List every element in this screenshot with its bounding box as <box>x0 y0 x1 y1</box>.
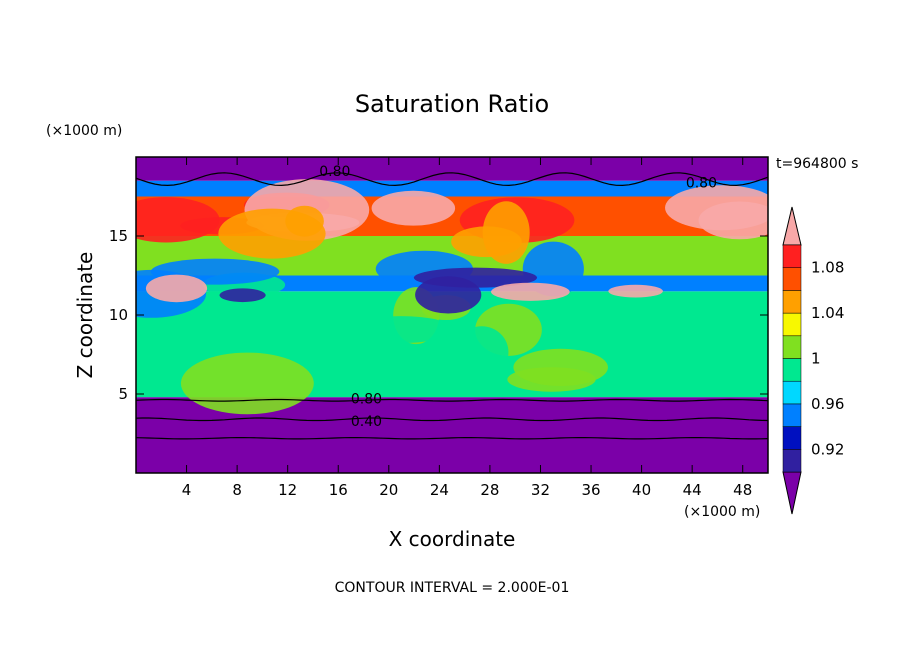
colorbar-label-4: 1.08 <box>811 259 844 277</box>
x-tick-label-3: 16 <box>329 481 348 499</box>
field-patch-7-0 <box>145 274 208 303</box>
time-label: t=964800 s <box>776 156 858 172</box>
colorbar-segment-3 <box>782 380 802 405</box>
contour-label-2: 0.80 <box>351 392 382 408</box>
y-tick-label-1: 10 <box>109 306 128 324</box>
colorbar-segment-1 <box>782 426 802 450</box>
colorbar-segment-5 <box>782 335 802 359</box>
x-tick-label-6: 28 <box>480 481 499 499</box>
contour-label-1: 0.80 <box>686 175 717 191</box>
contour-line-2 <box>136 437 768 440</box>
contour-label-0: 0.80 <box>319 164 350 180</box>
colorbar-segment-7 <box>782 290 802 314</box>
field-patch-2-3 <box>136 197 220 243</box>
field-patch-7-2 <box>491 282 570 301</box>
colorbar-label-2: 1 <box>811 350 821 368</box>
y-axis-label: Z coordinate <box>73 252 97 379</box>
y-axis: 5 10 15 <box>109 227 768 403</box>
x-tick-label-5: 24 <box>430 481 449 499</box>
field-patch-0-4 <box>513 348 608 387</box>
x-axis-label: X coordinate <box>389 527 516 551</box>
field-patch-4-2 <box>285 205 324 237</box>
field-patch-5-3 <box>522 241 584 297</box>
y-tick-label-0: 5 <box>118 385 128 403</box>
colorbar-segment-2 <box>782 403 802 427</box>
field-patch-1-4 <box>335 320 382 380</box>
x-tick-label-8: 36 <box>581 481 600 499</box>
field-patch-0-5 <box>180 352 314 415</box>
plot-area: 0.80 0.80 0.80 0.40 <box>136 157 768 473</box>
x-tick-label-7: 32 <box>531 481 550 499</box>
field-patch-1-3 <box>455 326 509 379</box>
field-patch-6-0 <box>219 288 266 303</box>
y-tick-label-2: 15 <box>109 227 128 245</box>
contour-label-3: 0.40 <box>351 414 382 430</box>
field-patch-4-3 <box>482 201 530 264</box>
x-tick-label-10: 44 <box>683 481 702 499</box>
field-patch-3-1 <box>371 190 456 226</box>
field-region-6 <box>136 180 768 197</box>
x-tick-label-9: 40 <box>632 481 651 499</box>
x-tick-label-2: 12 <box>278 481 297 499</box>
field-patch-6-2 <box>415 276 482 314</box>
colorbar-label-0: 0.92 <box>811 440 844 458</box>
x-axis: 4 8 12 16 20 24 28 32 36 40 44 48 <box>182 157 752 499</box>
field-patch-3-4 <box>665 185 768 231</box>
field-region-1 <box>136 394 768 398</box>
chart-title: Saturation Ratio <box>355 90 549 118</box>
field-region-7 <box>136 157 768 181</box>
contour-interval-footer: CONTOUR INTERVAL = 2.000E-01 <box>335 580 570 596</box>
x-tick-label-0: 4 <box>182 481 192 499</box>
contour-line-3 <box>136 172 768 187</box>
field-patch-1-0 <box>145 329 280 352</box>
x-unit-label: (×1000 m) <box>684 504 760 520</box>
colorbar-segment-4 <box>782 358 802 382</box>
colorbar-segment-8 <box>782 267 802 291</box>
field-patch-7-1 <box>608 284 663 298</box>
contour-line-1 <box>136 417 768 422</box>
x-tick-label-4: 20 <box>379 481 398 499</box>
x-tick-label-1: 8 <box>232 481 242 499</box>
colorbar-over-arrow <box>782 206 802 246</box>
colorbar-under-arrow <box>782 471 802 515</box>
colorbar-label-1: 0.96 <box>811 395 844 413</box>
y-unit-label: (×1000 m) <box>46 123 122 139</box>
contour-line-0 <box>136 398 768 402</box>
x-tick-label-11: 48 <box>733 481 752 499</box>
colorbar-segment-6 <box>782 312 802 337</box>
colorbar-label-3: 1.04 <box>811 304 844 322</box>
colorbar: 0.92 0.96 1 1.04 1.08 <box>782 206 844 515</box>
colorbar-segment-9 <box>782 244 802 268</box>
colorbar-segment-0 <box>782 449 802 473</box>
